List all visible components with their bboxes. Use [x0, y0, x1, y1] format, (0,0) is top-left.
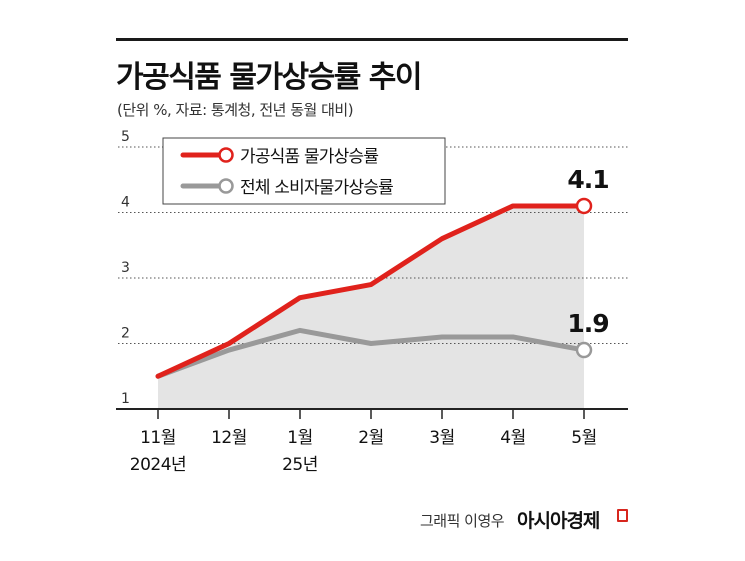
end-point-marker: [575, 341, 593, 359]
y-tick-label: 1: [121, 391, 130, 407]
x-tick-label: 4월: [500, 428, 525, 448]
data-label: 4.1: [567, 165, 608, 194]
y-tick-label: 2: [121, 326, 130, 342]
x-tick-label: 1월: [287, 428, 312, 448]
x-tick-label: 2월: [358, 428, 383, 448]
area-fill: [158, 205, 584, 409]
y-tick-label: 4: [121, 195, 130, 211]
legend-label: 전체 소비자물가상승률: [240, 178, 393, 198]
legend-label: 가공식품 물가상승률: [240, 147, 378, 167]
x-tick-label: 11월: [140, 428, 176, 448]
legend-marker: [218, 178, 234, 194]
series-line: [155, 203, 587, 379]
brand-mark-icon: [617, 509, 628, 522]
x-tick-label: 12월: [211, 428, 247, 448]
x-tick-sublabel: 25년: [282, 455, 318, 475]
brand-logo: 아시아경제: [517, 510, 600, 532]
data-label: 1.9: [567, 309, 608, 338]
end-point-marker: [575, 197, 593, 215]
x-tick-label: 5월: [571, 428, 596, 448]
top-rule: [116, 38, 628, 41]
graphic-credit: 그래픽 이영우: [420, 512, 505, 530]
legend-marker: [218, 147, 234, 163]
series-line: [155, 327, 587, 379]
y-tick-label: 5: [121, 129, 130, 145]
legend-box: [162, 137, 446, 205]
x-tick-sublabel: 2024년: [130, 455, 186, 475]
y-tick-label: 3: [121, 260, 130, 276]
chart-subtitle: (단위 %, 자료: 통계청, 전년 동월 대비): [117, 101, 354, 119]
chart-title: 가공식품 물가상승률 추이: [116, 60, 423, 95]
x-tick-label: 3월: [429, 428, 454, 448]
